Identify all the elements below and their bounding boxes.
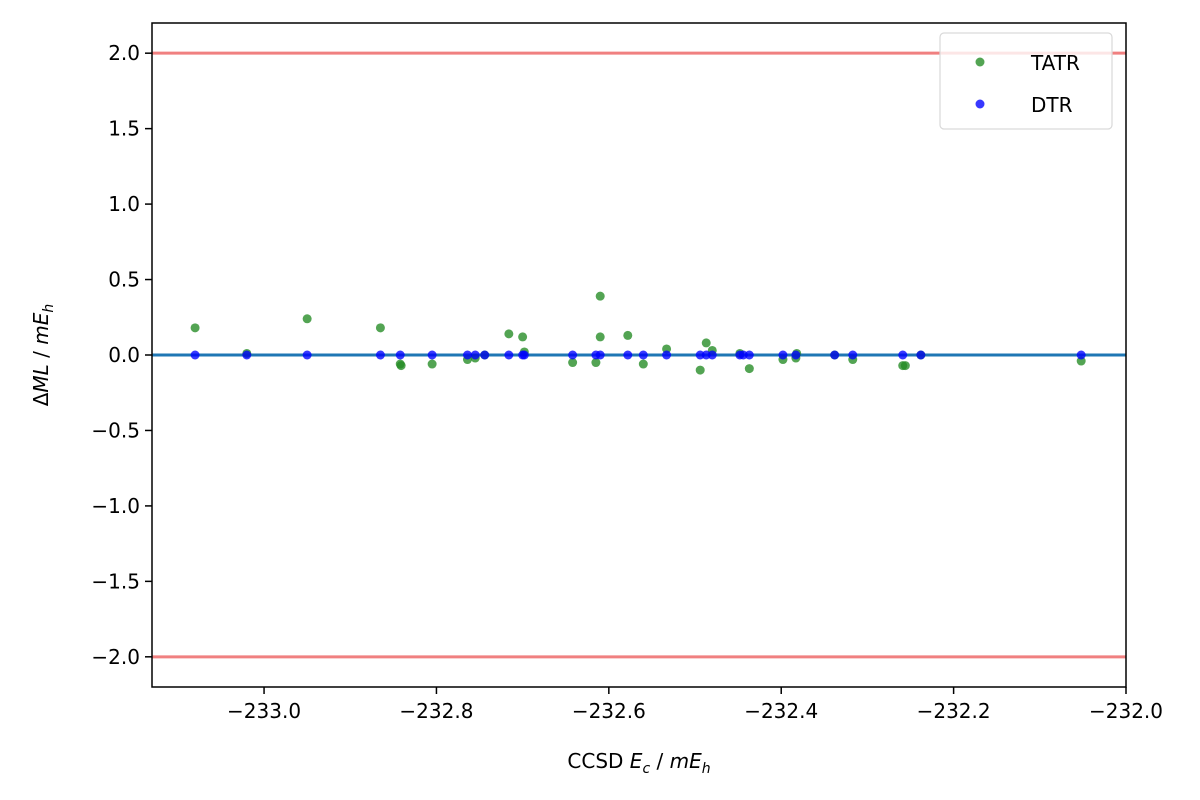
y-axis-label: ΔML / mEh: [29, 304, 57, 407]
point-dtr-11: [519, 350, 529, 360]
x-tick-label-4: −232.2: [917, 699, 991, 723]
point-tatr-2: [302, 314, 312, 324]
point-dtr-9: [504, 350, 514, 360]
point-dtr-25: [791, 350, 801, 360]
point-tatr-13: [568, 358, 578, 368]
point-tatr-18: [638, 359, 648, 369]
legend-box: [939, 32, 1113, 130]
legend-marker-dtr: [975, 99, 985, 109]
point-dtr-8: [480, 350, 490, 360]
y-tick-label-7: −1.5: [91, 569, 140, 593]
point-dtr-17: [662, 350, 672, 360]
point-tatr-31: [900, 361, 910, 371]
point-dtr-1: [242, 350, 252, 360]
point-tatr-21: [701, 338, 711, 348]
y-tick-label-3: 0.5: [108, 268, 140, 292]
x-tick-label-2: −232.6: [572, 699, 646, 723]
point-dtr-20: [707, 350, 717, 360]
y-tick-label-2: 1.0: [108, 192, 140, 216]
point-dtr-26: [830, 350, 840, 360]
point-dtr-12: [568, 350, 578, 360]
point-dtr-14: [595, 350, 605, 360]
point-tatr-24: [744, 364, 754, 374]
legend-label-dtr: DTR: [1031, 93, 1073, 117]
point-tatr-3: [375, 323, 385, 333]
legend-label-tatr: TATR: [1030, 51, 1080, 75]
point-tatr-10: [504, 329, 514, 339]
point-dtr-16: [638, 350, 648, 360]
point-dtr-5: [427, 350, 437, 360]
x-axis-ticks: −233.0 −232.8 −232.6 −232.4 −232.2 −232.0: [227, 687, 1163, 723]
point-dtr-3: [375, 350, 385, 360]
legend: TATR DTR: [939, 32, 1113, 130]
y-tick-label-6: −1.0: [91, 494, 140, 518]
point-dtr-28: [898, 350, 908, 360]
point-dtr-0: [190, 350, 200, 360]
point-dtr-23: [744, 350, 754, 360]
legend-marker-tatr: [975, 57, 985, 67]
point-tatr-17: [623, 330, 633, 340]
point-dtr-27: [848, 350, 858, 360]
x-tick-label-5: −232.0: [1089, 699, 1163, 723]
point-dtr-30: [1076, 350, 1086, 360]
point-dtr-6: [462, 350, 472, 360]
y-tick-label-5: −0.5: [91, 418, 140, 442]
point-tatr-20: [695, 365, 705, 375]
point-dtr-7: [470, 350, 480, 360]
point-tatr-16: [595, 332, 605, 342]
point-tatr-11: [518, 332, 528, 342]
point-dtr-2: [302, 350, 312, 360]
point-tatr-6: [427, 359, 437, 369]
point-dtr-24: [778, 350, 788, 360]
point-dtr-29: [916, 350, 926, 360]
point-tatr-5: [396, 361, 406, 371]
data-points: [190, 291, 1086, 375]
x-tick-label-0: −233.0: [227, 699, 301, 723]
point-dtr-15: [623, 350, 633, 360]
y-tick-label-4: 0.0: [108, 343, 140, 367]
point-tatr-0: [190, 323, 200, 333]
y-tick-label-1: 1.5: [108, 117, 140, 141]
y-tick-label-8: −2.0: [91, 645, 140, 669]
y-axis-ticks: 2.0 1.5 1.0 0.5 0.0 −0.5 −1.0 −1.5 −2.0: [91, 41, 152, 669]
x-tick-label-3: −232.4: [744, 699, 818, 723]
y-tick-label-0: 2.0: [108, 41, 140, 65]
point-tatr-14: [591, 358, 601, 368]
point-dtr-4: [395, 350, 405, 360]
x-axis-label: CCSD Ec / mEh: [567, 749, 710, 777]
point-tatr-15: [595, 291, 605, 301]
x-tick-label-1: −232.8: [399, 699, 473, 723]
